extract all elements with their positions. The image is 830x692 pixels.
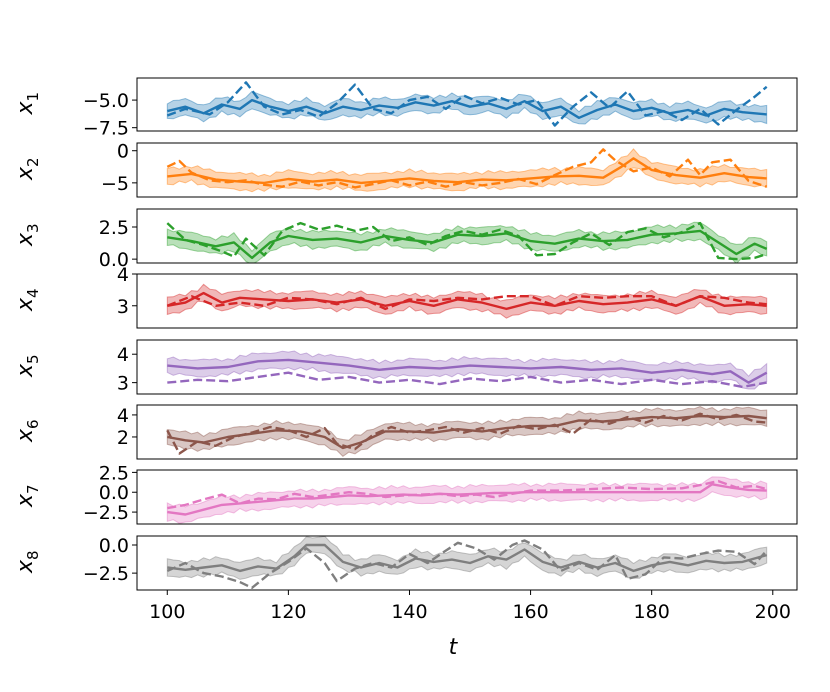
panel-plot-area [166, 148, 768, 193]
panel-x2: 0 −5 x2 [13, 141, 798, 198]
x-tick-label: 140 [391, 601, 427, 623]
y-tick-label: 0.0 [99, 249, 129, 271]
panel-frame [136, 535, 798, 591]
panel-x5: 4 3 x5 [13, 339, 798, 395]
y-tick-label: −2.5 [83, 563, 129, 585]
y-tick-label: 2 [117, 427, 129, 449]
panel-x3: 2.5 0.0 x3 [13, 208, 798, 271]
y-tick-label: −5 [101, 173, 129, 195]
x-tick-label: 120 [270, 601, 306, 623]
panel-x8: 0.0 −2.5 x8 [13, 535, 798, 591]
confidence-band [166, 350, 768, 390]
y-tick-label: −2.5 [83, 502, 129, 524]
x-tick-label: 200 [755, 601, 791, 623]
panel-x4: 4 3 x4 [13, 264, 798, 329]
x-tick-label: 100 [149, 601, 185, 623]
panel-plot-area [166, 350, 768, 390]
mean-prediction-line [167, 157, 767, 185]
x-axis-label: t [449, 635, 459, 660]
ground-truth-dashed-line [166, 295, 767, 311]
y-tick-label: 3 [117, 296, 129, 318]
mean-prediction-line [167, 414, 767, 450]
y-tick-label: 3 [117, 373, 129, 395]
y-axis-label: x8 [13, 550, 42, 574]
panel-frame [136, 273, 798, 329]
panels: −5.0−7.5x10−5x22.50.0x343x443x542x62.50.… [13, 77, 798, 591]
y-axis-label: x6 [13, 419, 42, 443]
panel-plot-area [166, 405, 768, 458]
mean-prediction-line [167, 358, 768, 384]
y-tick-label: 0.0 [99, 535, 129, 557]
ground-truth-dashed-line [166, 148, 768, 189]
ground-truth-dashed-line [167, 479, 768, 510]
y-tick-label: 4 [117, 264, 129, 286]
y-axis-label: x1 [13, 92, 42, 116]
y-tick-label: 4 [117, 405, 129, 427]
panel-x6: 42 x6 [13, 404, 798, 460]
y-tick-label: −5.0 [83, 90, 129, 112]
y-tick-label: 4 [117, 344, 129, 366]
ground-truth-dashed-line [166, 221, 768, 261]
ground-truth-dashed-line [166, 81, 768, 127]
y-tick-label: 0.0 [99, 482, 129, 504]
x-axis: 100 120 140 160 180 200 [149, 590, 791, 623]
panel-frame [136, 142, 798, 198]
panel-plot-area [166, 283, 768, 319]
y-tick-label: 0 [117, 141, 129, 163]
panel-plot-area [166, 221, 768, 263]
confidence-band [166, 221, 768, 263]
ground-truth-dashed-line [166, 412, 767, 455]
panel-x7: 2.50.0−2.5 x7 [13, 462, 798, 525]
ground-truth-dashed-line [167, 371, 767, 389]
ground-truth-dashed-line [166, 539, 768, 589]
panel-plot-area [166, 536, 768, 589]
confidence-band [166, 536, 768, 580]
panel-frame [136, 339, 798, 395]
confidence-band [166, 476, 768, 524]
x-tick-label: 180 [634, 601, 670, 623]
x-tick-label: 160 [512, 601, 548, 623]
y-axis-label: x5 [13, 354, 42, 378]
y-axis-label: x2 [13, 157, 42, 181]
y-tick-label: −7.5 [83, 118, 129, 140]
y-axis-label: x4 [13, 288, 42, 312]
panel-frame [136, 208, 798, 264]
panel-frame [136, 404, 798, 460]
panel-plot-area [166, 476, 768, 524]
panel-plot-area [166, 81, 768, 127]
panel-frame [136, 469, 798, 525]
panel-x1: −5.0 −7.5 x1 [13, 77, 798, 140]
mean-prediction-line [167, 543, 768, 573]
y-axis-label: x3 [13, 223, 42, 247]
mean-prediction-line [167, 229, 768, 260]
panel-frame [136, 77, 798, 132]
y-axis-label: x7 [13, 484, 42, 508]
y-tick-label: 2.5 [99, 462, 129, 484]
y-tick-label: 2.5 [99, 217, 129, 239]
mean-prediction-line [167, 291, 767, 311]
